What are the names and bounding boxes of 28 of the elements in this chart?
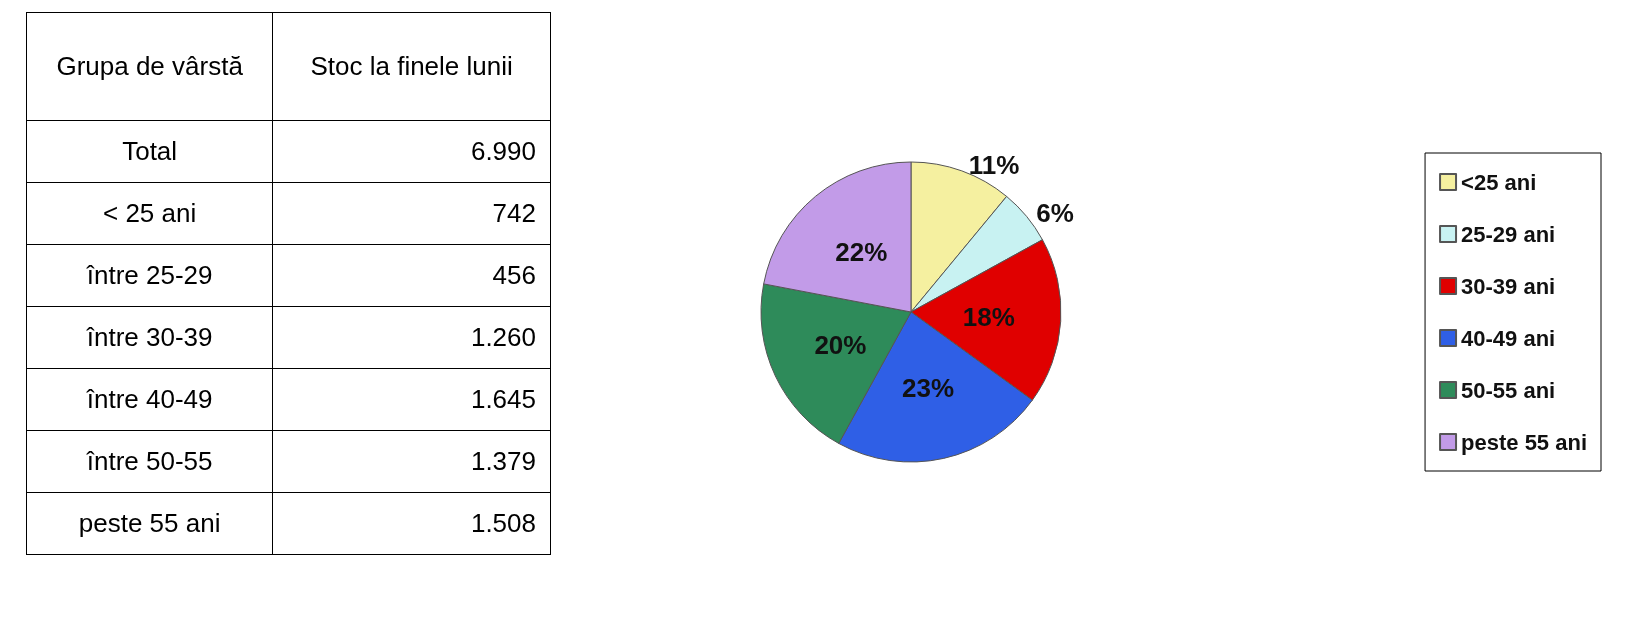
category-label: între 30-39 — [26, 306, 273, 369]
category-label: < 25 ani — [26, 182, 273, 245]
category-label: peste 55 ani — [26, 492, 273, 555]
text: 456 — [492, 260, 536, 290]
data-label: 18% — [962, 301, 1015, 332]
text: 1.260 — [470, 322, 536, 352]
category-label: Total — [26, 120, 273, 183]
text: 6.990 — [470, 136, 536, 166]
data-label: 6% — [1036, 197, 1074, 228]
data-label: 22% — [835, 236, 888, 267]
legend-label: 25-29 ani — [1461, 221, 1556, 247]
legend-label: 30-39 ani — [1461, 273, 1556, 299]
legend-label: 40-49 ani — [1461, 325, 1556, 351]
legend-label: 50-55 ani — [1461, 377, 1556, 403]
text: 1.508 — [470, 508, 536, 538]
category-label: între 50-55 — [26, 430, 273, 493]
category-label: între 40-49 — [26, 368, 273, 431]
category-label: între 25-29 — [26, 244, 273, 307]
data-label: 23% — [901, 373, 955, 404]
data-label: 11% — [968, 150, 1020, 181]
text: Stoc la finele lunii — [272, 12, 551, 121]
legend-label: <25 ani — [1461, 169, 1537, 195]
legend-label: peste 55 ani — [1461, 429, 1587, 455]
text: 742 — [492, 198, 536, 228]
text: 1.379 — [470, 446, 536, 476]
text: 1.645 — [470, 384, 536, 414]
data-label: 20% — [814, 330, 867, 361]
text: Grupa de vârstă — [26, 12, 273, 121]
